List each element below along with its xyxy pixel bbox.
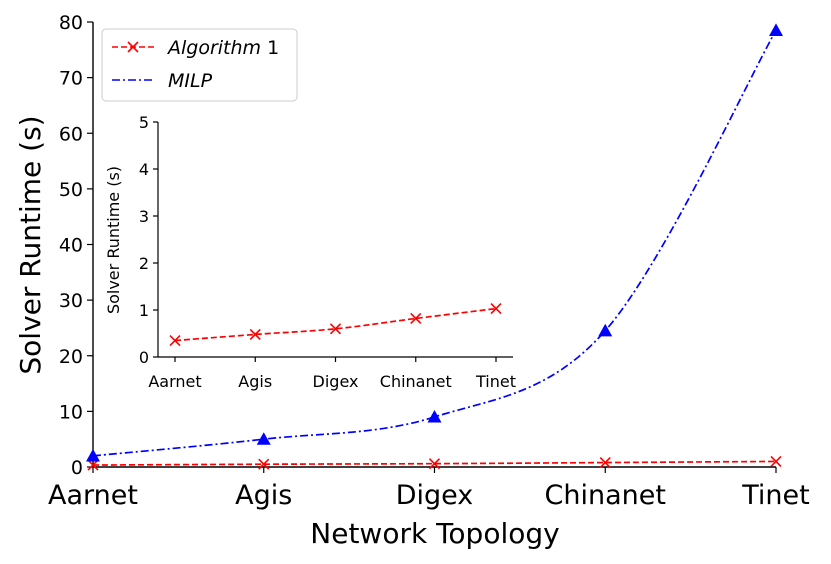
- inset-point-algorithm-1-aarnet-stroke-b: [169, 334, 181, 347]
- main-x-tick-label-digex: Digex: [396, 480, 474, 511]
- main-point-algorithm-1-tinet-stroke-b: [770, 455, 782, 468]
- main-point-milp-aarnet: [86, 448, 100, 462]
- inset-point-algorithm-1-tinet: [490, 303, 502, 315]
- main-x-tick-label-agis: Agis: [235, 480, 292, 511]
- inset-y-tick-label-2: 2: [139, 254, 149, 273]
- inset-y-tick-label-3: 3: [139, 207, 149, 226]
- main-point-algorithm-1-chinanet: [599, 456, 611, 469]
- inset-x-tick-label-agis: Agis: [238, 372, 272, 391]
- legend-label-algorithm-1: Algorithm 1: [166, 37, 279, 59]
- main-y-tick-label-40: 40: [59, 235, 83, 257]
- legend-label-milp: MILP: [168, 70, 213, 92]
- inset-point-algorithm-1-digex: [329, 323, 342, 335]
- main-y-tick-label-80: 80: [59, 12, 83, 34]
- main-y-tick-label-60: 60: [59, 123, 83, 145]
- main-y-ticks: 0 10 20 30 40 50 60 70 80: [59, 12, 93, 479]
- main-point-algorithm-1-agis: [258, 458, 270, 470]
- main-x-tick-label-aarnet: Aarnet: [48, 480, 138, 511]
- main-point-algorithm-1-chinanet-stroke-b: [599, 456, 611, 469]
- main-y-tick-label-50: 50: [59, 179, 83, 201]
- main-point-algorithm-1-aarnet-stroke-b: [87, 459, 99, 471]
- main-point-milp-digex: [427, 409, 442, 423]
- inset-point-algorithm-1-chinanet: [410, 312, 422, 325]
- legend-entry-milp: MILP: [112, 70, 213, 92]
- inset-point-algorithm-1-digex-stroke-b: [329, 323, 342, 335]
- inset-x-tick-label-digex: Digex: [313, 372, 359, 391]
- inset-y-tick-label-1: 1: [139, 301, 149, 320]
- inset-y-tick-label-5: 5: [139, 113, 149, 132]
- main-point-milp-chinanet: [598, 323, 613, 337]
- inset-x-tick-label-tinet: Tinet: [475, 372, 516, 391]
- legend-x-marker-glyph: [127, 41, 139, 53]
- inset-point-algorithm-1-aarnet: [169, 334, 181, 347]
- main-x-tick-label-chinanet: Chinanet: [545, 480, 666, 511]
- main-y-tick-label-30: 30: [59, 290, 83, 312]
- main-point-algorithm-1-aarnet: [87, 459, 99, 471]
- inset-point-algorithm-1-chinanet-stroke-b: [410, 312, 422, 325]
- main-series-line-algorithm-1: [92, 460, 777, 466]
- inset-chart: 0 1 2 3 4 5 Aarnet Agis Digex Chinanet Tinet Solv…: [104, 113, 516, 391]
- inset-point-algorithm-1-agis-stroke-b: [249, 328, 261, 341]
- legend: Algorithm 1 MILP: [101, 28, 298, 102]
- main-point-algorithm-1-digex: [428, 458, 441, 470]
- main-y-tick-label-70: 70: [59, 68, 83, 90]
- main-y-tick-label-20: 20: [59, 346, 83, 368]
- inset-series-layer: [169, 303, 502, 347]
- main-point-algorithm-1-agis-stroke-b: [258, 458, 270, 470]
- main-point-milp-agis: [256, 432, 271, 445]
- inset-background: [158, 122, 513, 357]
- legend-label-algorithm-1-italic: Algorithm: [166, 37, 261, 59]
- main-x-axis-label: Network Topology: [310, 517, 559, 550]
- inset-series-line-algorithm-1: [174, 307, 497, 342]
- legend-label-algorithm-1-rest: 1: [261, 37, 279, 59]
- inset-x-tick-label-aarnet: Aarnet: [148, 372, 201, 391]
- legend-x-marker-glyph-stroke-b: [127, 41, 139, 53]
- legend-x-marker: [127, 41, 139, 53]
- inset-y-tick-label-4: 4: [139, 160, 149, 179]
- main-y-tick-label-0: 0: [71, 457, 83, 479]
- inset-point-algorithm-1-agis: [249, 328, 261, 341]
- main-point-milp-tinet: [769, 23, 783, 36]
- inset-x-ticks: Aarnet Agis Digex Chinanet Tinet: [148, 357, 516, 391]
- main-x-ticks: Aarnet Agis Digex Chinanet Tinet: [48, 467, 810, 511]
- main-series-layer: [86, 23, 783, 471]
- inset-point-algorithm-1-tinet-stroke-b: [490, 303, 502, 315]
- inset-y-tick-label-0: 0: [139, 348, 149, 367]
- inset-y-ticks: 0 1 2 3 4 5: [139, 113, 158, 367]
- main-point-algorithm-1-tinet: [770, 455, 782, 468]
- main-y-axis-label: Solver Runtime (s): [14, 115, 47, 374]
- main-point-algorithm-1-digex-stroke-b: [428, 458, 441, 470]
- inset-x-tick-label-chinanet: Chinanet: [380, 372, 452, 391]
- legend-entry-algorithm-1: Algorithm 1: [112, 37, 279, 59]
- main-x-tick-label-tinet: Tinet: [741, 480, 809, 511]
- inset-y-axis-label: Solver Runtime (s): [104, 166, 123, 314]
- main-y-tick-label-10: 10: [59, 401, 83, 423]
